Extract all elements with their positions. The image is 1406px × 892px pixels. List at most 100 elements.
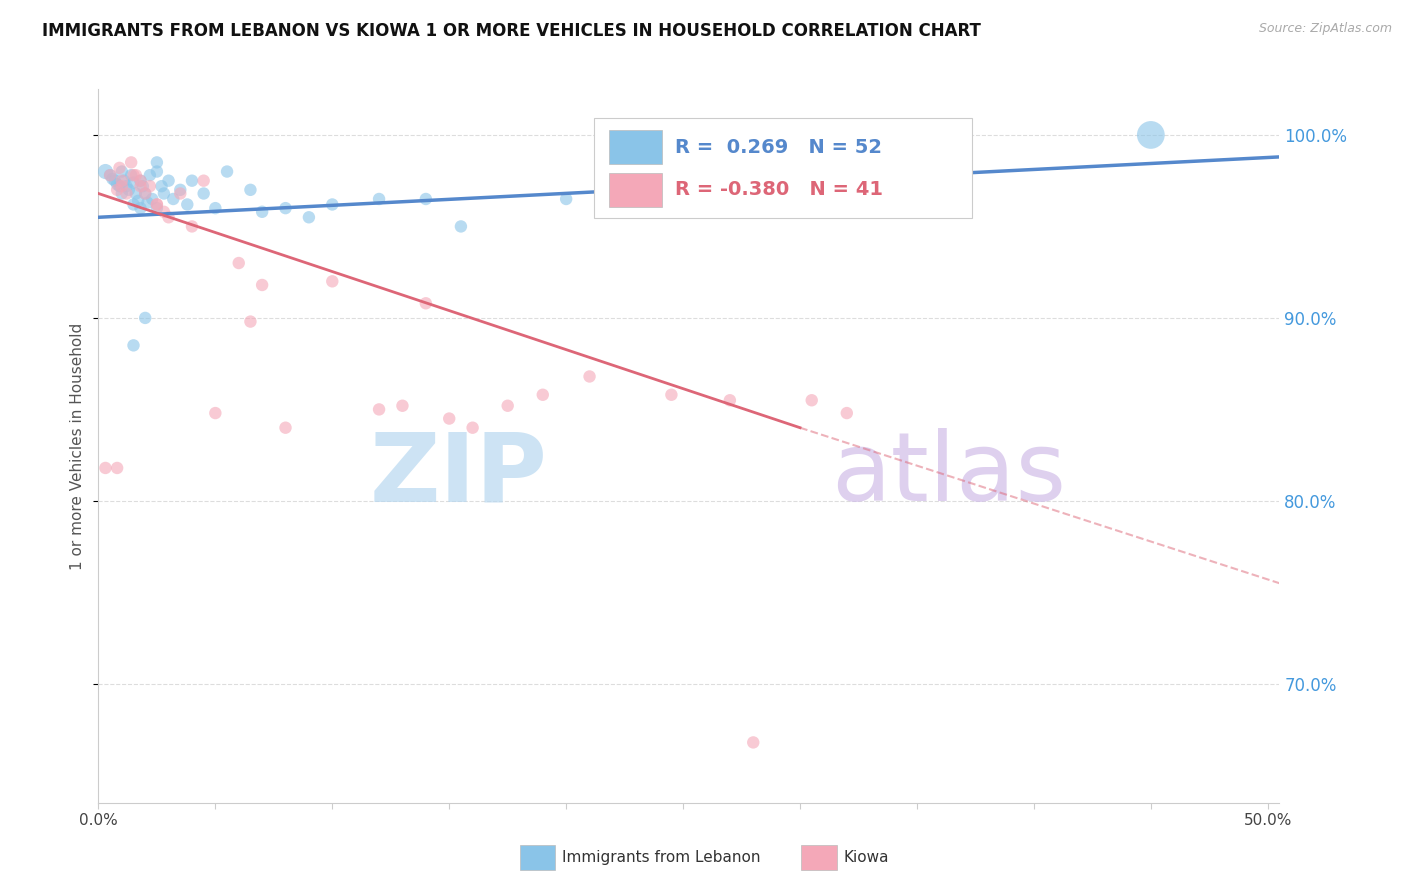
Point [169, 183, 191, 197]
Point [321, 274, 343, 288]
Point [204, 201, 226, 215]
Text: IMMIGRANTS FROM LEBANON VS KIOWA 1 OR MORE VEHICLES IN HOUSEHOLD CORRELATION CHA: IMMIGRANTS FROM LEBANON VS KIOWA 1 OR MO… [42, 22, 981, 40]
Point [146, 197, 169, 211]
Point [274, 420, 297, 434]
Point [118, 183, 141, 197]
Point [112, 174, 135, 188]
Point [742, 735, 765, 749]
Point [111, 179, 134, 194]
Point [125, 186, 148, 201]
Point [531, 388, 554, 402]
Point [835, 406, 858, 420]
Point [111, 164, 134, 178]
Point [94, 461, 117, 475]
Point [439, 411, 461, 425]
Text: atlas: atlas [831, 428, 1066, 521]
Point [555, 192, 578, 206]
Point [105, 461, 128, 475]
Point [450, 219, 472, 234]
Point [139, 168, 162, 182]
Point [415, 296, 437, 310]
Point [204, 406, 226, 420]
Point [157, 211, 180, 225]
Point [461, 420, 484, 434]
Point [122, 197, 145, 211]
Point [153, 204, 176, 219]
Point [101, 172, 124, 186]
Point [169, 186, 191, 201]
Point [98, 168, 121, 182]
Text: Source: ZipAtlas.com: Source: ZipAtlas.com [1258, 22, 1392, 36]
Point [122, 168, 145, 182]
Point [1140, 128, 1163, 142]
Point [274, 201, 297, 215]
Text: R = -0.380   N = 41: R = -0.380 N = 41 [675, 180, 883, 199]
Point [496, 399, 519, 413]
Point [153, 186, 176, 201]
Point [578, 369, 600, 384]
Point [104, 174, 127, 188]
Point [129, 174, 152, 188]
Point [134, 186, 156, 201]
Point [215, 164, 238, 178]
Point [176, 197, 198, 211]
Point [391, 399, 413, 413]
Point [157, 174, 180, 188]
Point [181, 219, 204, 234]
Point [139, 179, 162, 194]
Point [129, 174, 152, 188]
Point [239, 315, 262, 329]
Point [250, 204, 273, 219]
Point [800, 393, 823, 408]
Point [127, 194, 149, 208]
Text: Kiowa: Kiowa [844, 850, 889, 864]
Point [193, 174, 215, 188]
Point [105, 183, 128, 197]
Point [120, 168, 142, 182]
Point [141, 192, 163, 206]
Text: R =  0.269   N = 52: R = 0.269 N = 52 [675, 137, 882, 156]
FancyBboxPatch shape [595, 118, 973, 218]
Point [146, 164, 169, 178]
Point [150, 179, 173, 194]
Point [134, 310, 156, 325]
Point [321, 197, 343, 211]
Point [228, 256, 250, 270]
Point [368, 192, 391, 206]
Point [181, 174, 204, 188]
Point [695, 204, 717, 219]
Point [415, 192, 437, 206]
Point [162, 192, 184, 206]
Point [125, 168, 148, 182]
Point [742, 186, 765, 201]
Point [129, 179, 152, 194]
Text: Immigrants from Lebanon: Immigrants from Lebanon [562, 850, 761, 864]
Point [136, 195, 159, 210]
Point [718, 393, 741, 408]
Point [250, 277, 273, 292]
FancyBboxPatch shape [609, 173, 662, 207]
Point [132, 179, 155, 194]
Point [122, 176, 145, 190]
Point [146, 155, 169, 169]
FancyBboxPatch shape [609, 130, 662, 164]
Point [661, 388, 683, 402]
Point [368, 402, 391, 417]
Point [122, 338, 145, 352]
Point [129, 201, 152, 215]
Point [108, 161, 131, 175]
Point [905, 179, 928, 194]
Point [108, 179, 131, 194]
Point [134, 186, 156, 201]
Point [120, 155, 142, 169]
Point [94, 164, 117, 178]
Point [298, 211, 321, 225]
Point [115, 186, 138, 201]
Text: ZIP: ZIP [370, 428, 547, 521]
Point [648, 201, 671, 215]
Point [105, 178, 128, 192]
Point [115, 179, 138, 194]
Point [111, 186, 134, 201]
Point [239, 183, 262, 197]
Y-axis label: 1 or more Vehicles in Household: 1 or more Vehicles in Household [70, 322, 86, 570]
